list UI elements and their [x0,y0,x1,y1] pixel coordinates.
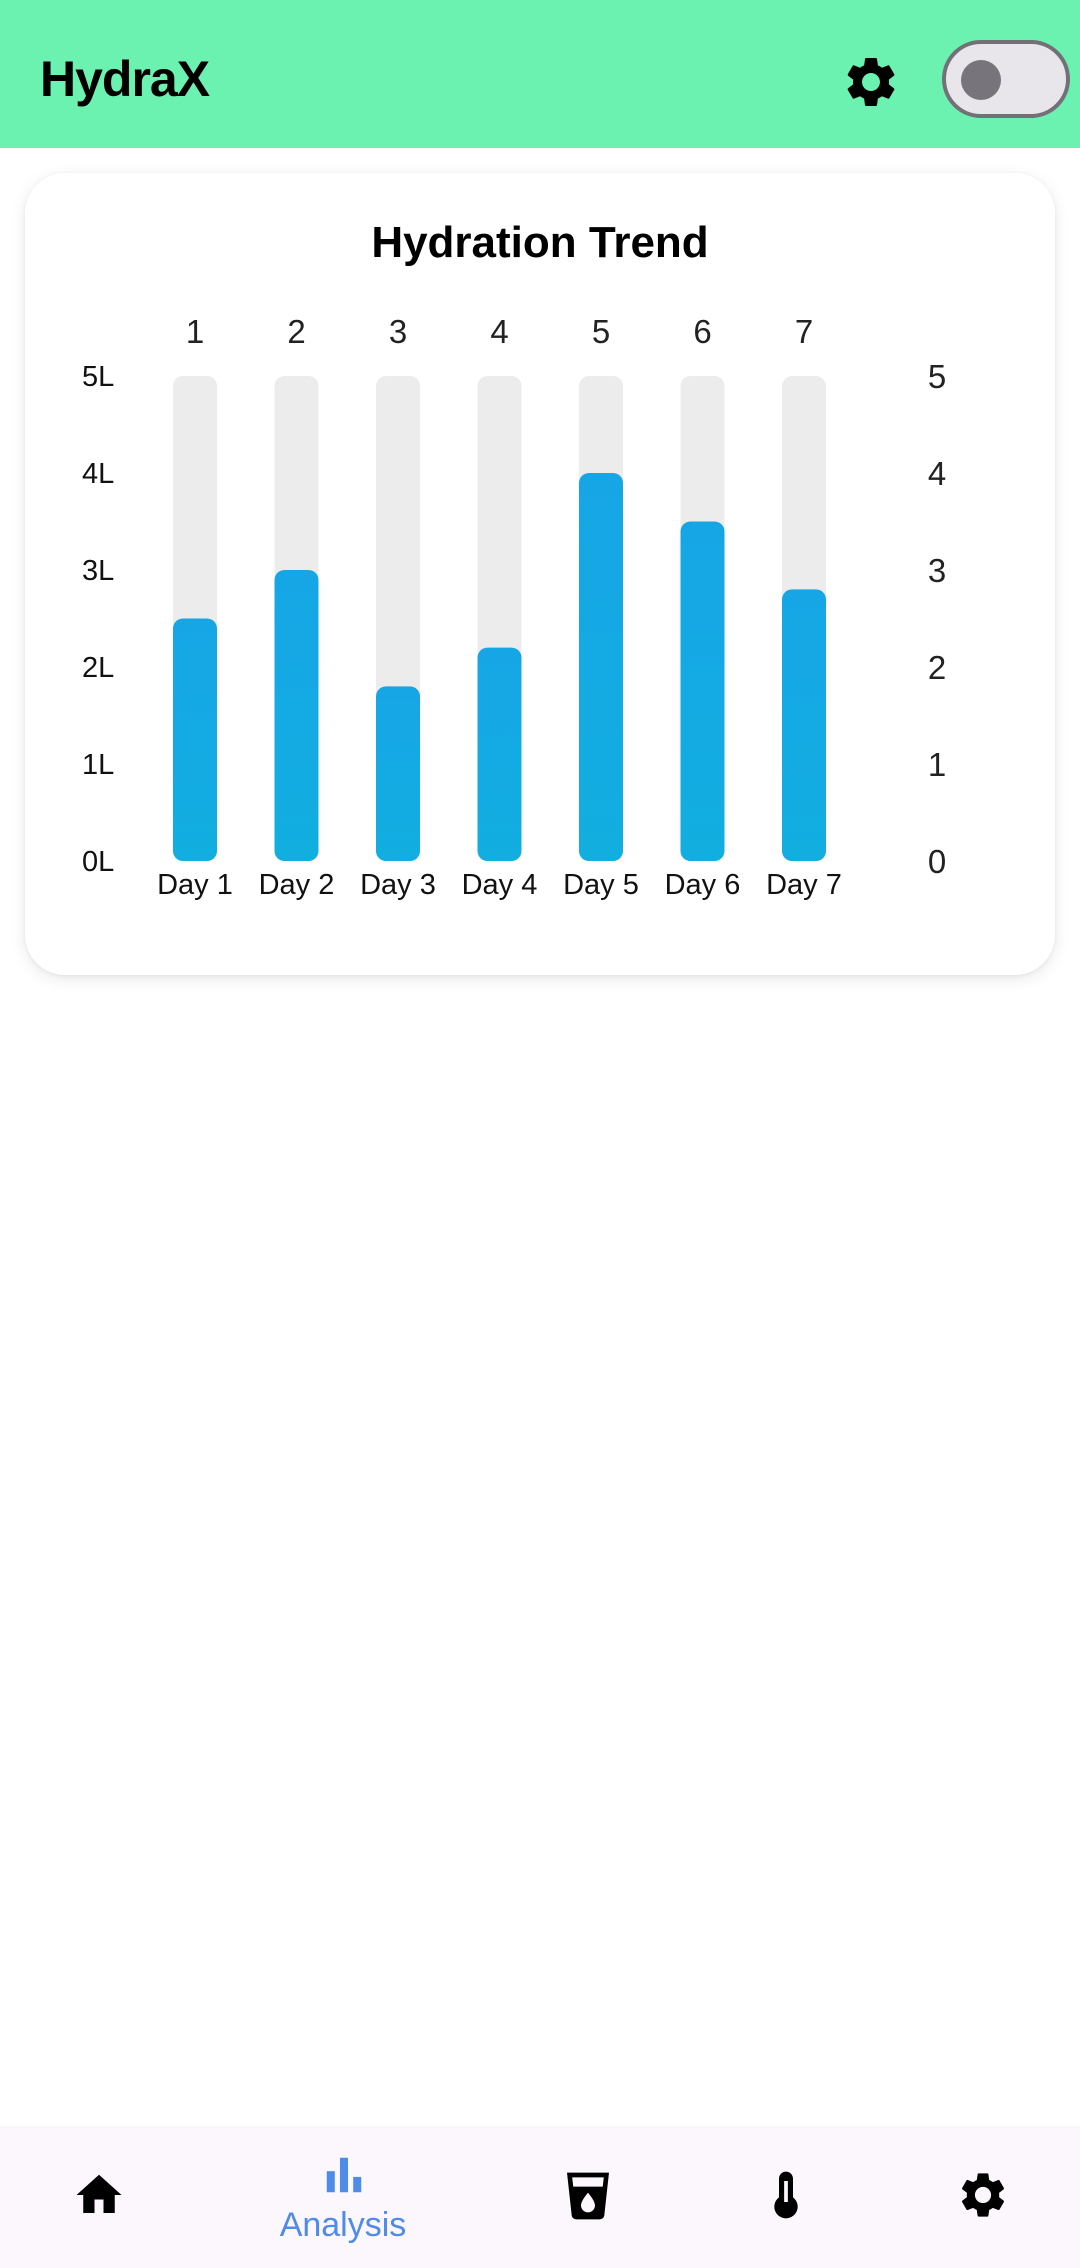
bar [376,686,420,861]
nav-item-analysis[interactable]: Analysis [263,2126,423,2268]
bar-top-label: 1 [186,313,204,350]
water-glass-icon [567,2172,609,2220]
bottom-navigation-bar: Analysis [0,2126,1080,2268]
nav-item-home[interactable] [18,2126,178,2268]
hydration-bar-chart: 0L 1L 2L 3L 4L 5L 0 1 2 3 4 5 1 Day 1 2 Day 2 3 Day 3 4 Day… [82,313,946,901]
bar [782,589,826,861]
y-axis-tick-label-right: 0 [928,843,946,880]
y-axis-tick-label-left: 0L [82,846,114,878]
gear-icon [847,57,895,106]
y-axis-tick-label-right: 4 [928,455,946,492]
y-axis-tick-label-right: 2 [928,649,946,686]
y-axis-tick-label-right: 5 [928,358,946,395]
y-axis-tick-label-left: 5L [82,361,114,393]
y-axis-tick-label-right: 3 [928,552,946,589]
y-axis-tick-label-left: 3L [82,555,114,587]
x-axis-category-label: Day 2 [259,869,335,901]
x-axis-category-label: Day 5 [563,869,639,901]
nav-item-water[interactable] [508,2126,668,2268]
app-bar: HydraX [0,0,1080,148]
settings-button[interactable] [841,52,901,112]
bar-top-label: 7 [795,313,813,350]
x-axis-category-label: Day 4 [462,869,538,901]
x-axis-category-label: Day 6 [665,869,741,901]
thermometer-icon [774,2171,798,2219]
chart-title: Hydration Trend [371,218,709,267]
toggle-knob [961,60,1001,100]
y-axis-tick-label-left: 2L [82,652,114,684]
app-title: HydraX [40,51,210,107]
bar [477,647,522,861]
bar-top-label: 6 [693,313,711,350]
bar-chart-icon [326,2157,362,2193]
theme-toggle-switch[interactable] [942,40,1070,118]
bar-top-label: 4 [490,313,508,350]
bar [274,570,319,861]
hydration-trend-card: Hydration Trend 0L 1L 2L 3L 4L 5L 0 1 2 3 4 5 1 Day 1… [25,173,1055,975]
y-axis-tick-label-left: 4L [82,458,114,490]
y-axis-tick-label-right: 1 [928,746,946,783]
gear-icon [961,2173,1005,2217]
bar-top-label: 3 [389,313,407,350]
nav-label-analysis: Analysis [279,2206,407,2244]
y-axis-tick-label-left: 1L [82,749,114,781]
x-axis-category-label: Day 3 [360,869,436,901]
home-icon [76,2174,122,2213]
bar-top-label: 2 [287,313,305,350]
bar-top-label: 5 [592,313,610,350]
bar [579,473,623,861]
bar [680,521,725,861]
x-axis-category-label: Day 7 [766,869,842,901]
bar [173,618,217,861]
x-axis-category-label: Day 1 [157,869,233,901]
nav-item-settings[interactable] [902,2126,1062,2268]
nav-item-temperature[interactable] [705,2126,865,2268]
